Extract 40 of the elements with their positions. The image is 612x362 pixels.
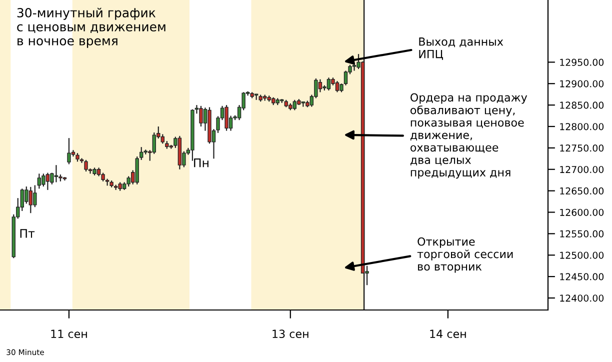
annotation: Выход данных ИПЦ xyxy=(419,38,504,60)
x-tick-label: 11 сен xyxy=(51,330,87,338)
x-tick-label: 13 сен xyxy=(272,330,308,338)
y-tick-label: 12800.00 xyxy=(560,123,604,130)
candlestick xyxy=(33,184,37,208)
y-tick-label: 12900.00 xyxy=(560,80,604,88)
candlestick xyxy=(135,156,139,185)
candlestick xyxy=(67,138,71,165)
candlestick xyxy=(152,132,156,154)
annotation: Пт xyxy=(20,229,35,238)
candlestick xyxy=(199,105,203,128)
candlestick xyxy=(37,173,42,190)
candlestick xyxy=(84,159,88,172)
candlestick xyxy=(292,99,296,111)
candlestick xyxy=(160,134,164,144)
y-tick-label: 12500.00 xyxy=(560,252,604,259)
annotation: Ордера на продажу обваливают цену, показывая ценовое движение, охватывающее два целых предыдущих дня xyxy=(410,93,528,179)
candlestick xyxy=(46,172,50,190)
x-tick-label: 14 сен xyxy=(430,330,466,338)
candlestick xyxy=(326,77,331,92)
y-tick-label: 12850.00 xyxy=(560,102,604,109)
candlestick xyxy=(318,78,322,93)
y-tick-label: 12650.00 xyxy=(560,187,604,195)
annotation: Пн xyxy=(194,158,208,168)
candlestick xyxy=(54,164,58,183)
annotation: Открытие торговой сессии во вторник xyxy=(417,237,513,273)
candlestick xyxy=(335,80,340,93)
candlestick xyxy=(24,186,28,204)
candlestick xyxy=(42,173,46,188)
y-tick-label: 12400.00 xyxy=(560,294,604,302)
candlestick xyxy=(126,176,130,188)
candlestick xyxy=(140,146,144,160)
y-tick-label: 12750.00 xyxy=(560,144,604,152)
y-tick-label: 12700.00 xyxy=(560,166,604,174)
candlestick xyxy=(224,104,228,132)
annotation: 30-минутный график с ценовым движением в ночное время xyxy=(17,8,166,48)
y-tick-label: 12600.00 xyxy=(560,208,604,216)
y-tick-label: 12450.00 xyxy=(560,273,604,280)
y-tick-label: 12550.00 xyxy=(560,230,604,238)
y-tick-label: 12950.00 xyxy=(560,58,604,66)
